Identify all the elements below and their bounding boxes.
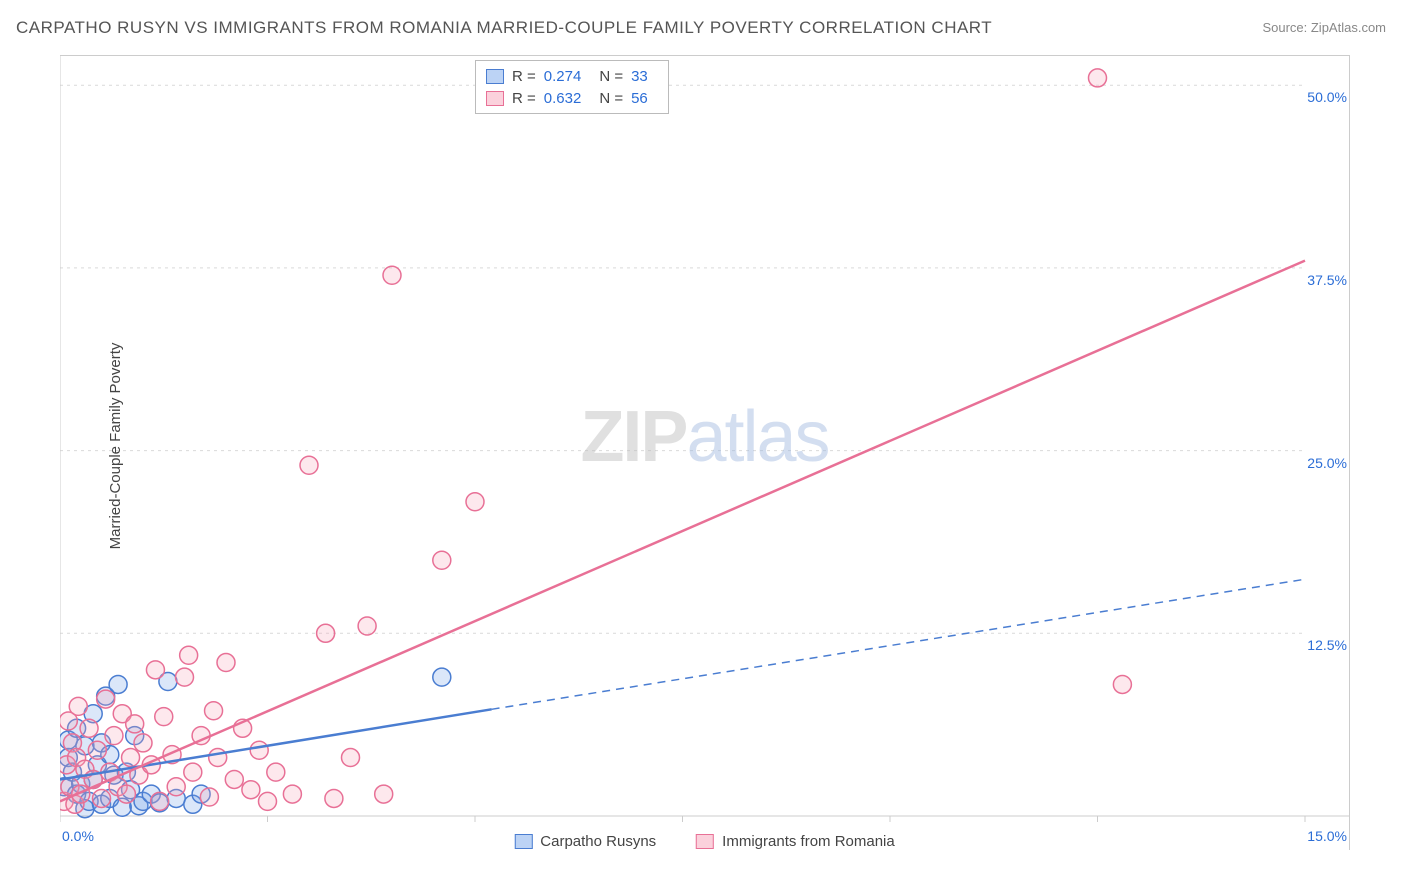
chart-area: ZIPatlas R =0.274 N =33 R =0.632 N =56 C…	[60, 55, 1350, 850]
legend-swatch	[486, 91, 504, 106]
series-legend: Carpatho Rusyns Immigrants from Romania	[504, 831, 904, 852]
legend-series-label: Carpatho Rusyns	[540, 833, 656, 850]
y-tick-label: 50.0%	[1307, 89, 1347, 105]
r-label: R =	[512, 68, 536, 85]
scatter-plot-svg	[60, 56, 1350, 851]
legend-series-label: Immigrants from Romania	[722, 833, 895, 850]
legend-stat-row: R = 0.632 N = 56	[486, 87, 658, 109]
chart-title: CARPATHO RUSYN VS IMMIGRANTS FROM ROMANI…	[16, 18, 992, 38]
n-label: N =	[599, 68, 623, 85]
legend-series-item: Immigrants from Romania	[696, 833, 895, 850]
x-tick-label: 0.0%	[62, 828, 94, 844]
legend-swatch	[486, 69, 504, 84]
legend-series-item: Carpatho Rusyns	[514, 833, 656, 850]
source-attribution: Source: ZipAtlas.com	[1262, 20, 1386, 35]
r-value: 0.632	[544, 90, 582, 107]
legend-swatch	[514, 834, 532, 849]
n-label: N =	[599, 90, 623, 107]
correlation-legend: R = 0.274 N = 33 R = 0.632 N = 56	[475, 60, 669, 114]
r-value: 0.274	[544, 68, 582, 85]
n-value: 56	[631, 90, 648, 107]
x-tick-label: 15.0%	[1307, 828, 1347, 844]
n-value: 33	[631, 68, 648, 85]
legend-swatch	[696, 834, 714, 849]
r-label: R =	[512, 90, 536, 107]
y-tick-label: 25.0%	[1307, 455, 1347, 471]
y-tick-label: 37.5%	[1307, 272, 1347, 288]
y-tick-label: 12.5%	[1307, 637, 1347, 653]
legend-stat-row: R = 0.274 N = 33	[486, 65, 658, 87]
